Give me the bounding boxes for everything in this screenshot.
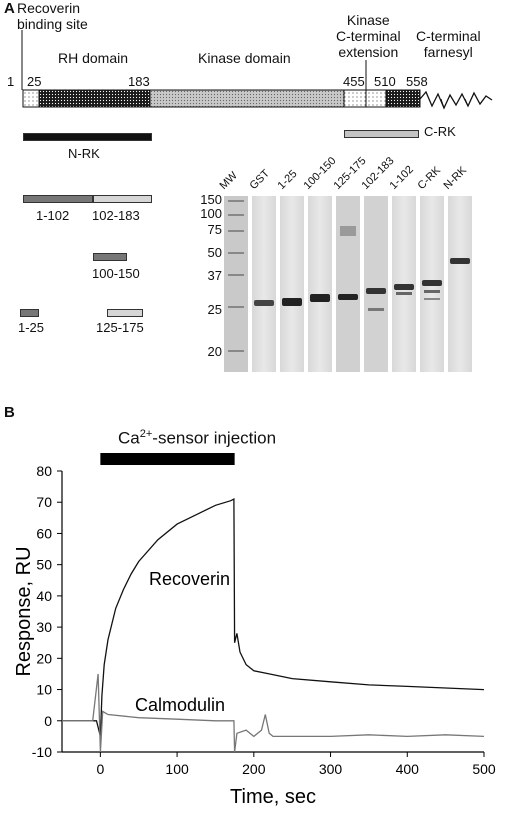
gel-lane-label: N-RK [441,164,470,192]
gel-lane-102-183 [364,196,388,372]
gel-lane-gst [252,196,276,372]
position-label: 510 [374,74,396,89]
injection-bar [100,453,235,465]
farnesyl-label: C-terminal farnesyl [416,28,481,60]
gel-band [254,300,274,306]
mw-marker-label: 150 [200,192,222,207]
segment-ct [385,89,421,108]
curve-label-calmodulin: Calmodulin [135,695,225,715]
x-tick-label: 500 [472,761,496,777]
gel-band [282,298,302,306]
fragment-125-175-bar [107,309,143,317]
binding-chart: -10 0 10 20 30 40 50 60 70 80 0 100 200 300 400 500 Time… [13,453,496,808]
x-tick-label: 300 [319,761,343,777]
gel-lane-mw [224,196,248,372]
x-tick-label: 100 [165,761,189,777]
gel-band [338,294,358,300]
gel-lane-label: 1-25 [275,167,300,192]
y-tick-label: -10 [32,744,52,760]
rh-domain-label: RH domain [58,50,129,66]
gel-lane-1-25 [280,196,304,372]
x-tick-label: 400 [396,761,420,777]
panel-b-letter: B [4,404,15,421]
y-tick-label: 30 [36,619,52,635]
fragment-102-183-bar [93,195,152,203]
position-label: 1 [7,74,15,89]
x-axis-label: Time, sec [230,786,316,808]
fragment-100-150-bar [93,253,127,261]
y-axis-label: Response, RU [13,546,35,676]
fragment-1-25-bar [20,309,39,317]
x-tick-label: 0 [96,761,104,777]
injection-label: Ca2+-sensor injection [118,428,277,448]
gel-band [366,288,386,294]
series-line-recoverin [62,498,485,737]
kinase-extension-label: Kinase C-terminal extension [336,12,401,60]
mw-marker-label: 37 [207,268,222,283]
fragment-1-102-label: 1-102 [36,208,70,223]
position-label: 183 [128,74,150,89]
y-tick-label: 80 [36,463,52,479]
y-tick-label: 50 [36,557,52,573]
segment-rh [38,89,151,108]
gel-band [310,294,330,302]
x-tick-label: 200 [242,761,266,777]
y-tick-label: 70 [36,494,52,510]
n-rk-bar [23,133,152,141]
position-label: 558 [406,74,428,89]
mw-marker-label: 75 [207,222,222,237]
segment-1-25 [22,89,40,108]
recoverin-site-label: Recoverin binding site [17,0,88,32]
y-tick-label: 0 [44,713,52,729]
position-label: 25 [27,74,42,89]
gel-band [422,280,442,286]
segment-kinase [149,89,345,108]
series-line-calmodulin [62,673,485,753]
domain-bar [21,30,493,110]
c-rk-bar [344,130,419,138]
c-rk-label: C-RK [424,124,456,139]
gel-lane-n-rk [448,196,472,372]
n-rk-label: N-RK [68,146,100,161]
y-tick-label: 10 [36,682,52,698]
mw-marker-label: 25 [207,302,222,317]
gel-lane-label: 100-150 [301,154,339,192]
panel-a-letter: A [4,0,15,17]
mw-marker-label: 50 [207,245,222,260]
farnesyl-chain [419,90,493,110]
y-tick-label: 60 [36,525,52,541]
fragment-100-150-label: 100-150 [92,266,140,281]
gel-lane-label: C-RK [415,164,444,192]
y-tick-label: 20 [36,650,52,666]
gel-lane-label: GST [247,167,272,192]
mw-marker-label: 20 [207,344,222,359]
fragment-102-183-label: 102-183 [92,208,140,223]
mw-marker-label: 100 [200,206,222,221]
sds-page-gel [224,196,472,372]
segment-ext-2 [365,89,387,108]
gel-lane-125-175 [336,196,360,372]
fragment-125-175-label: 125-175 [96,320,144,335]
position-label: 455 [343,74,365,89]
gel-lane-100-150 [308,196,332,372]
gel-band [450,258,470,264]
kinase-domain-label: Kinase domain [198,50,291,66]
curve-label-recoverin: Recoverin [149,569,230,589]
fragment-1-25-label: 1-25 [18,320,45,335]
segment-ext-1 [343,89,367,108]
gel-lane-label: MW [217,169,240,192]
y-tick-label: 40 [36,588,52,604]
gel-band [394,284,414,290]
fragment-1-102-bar [23,195,93,203]
